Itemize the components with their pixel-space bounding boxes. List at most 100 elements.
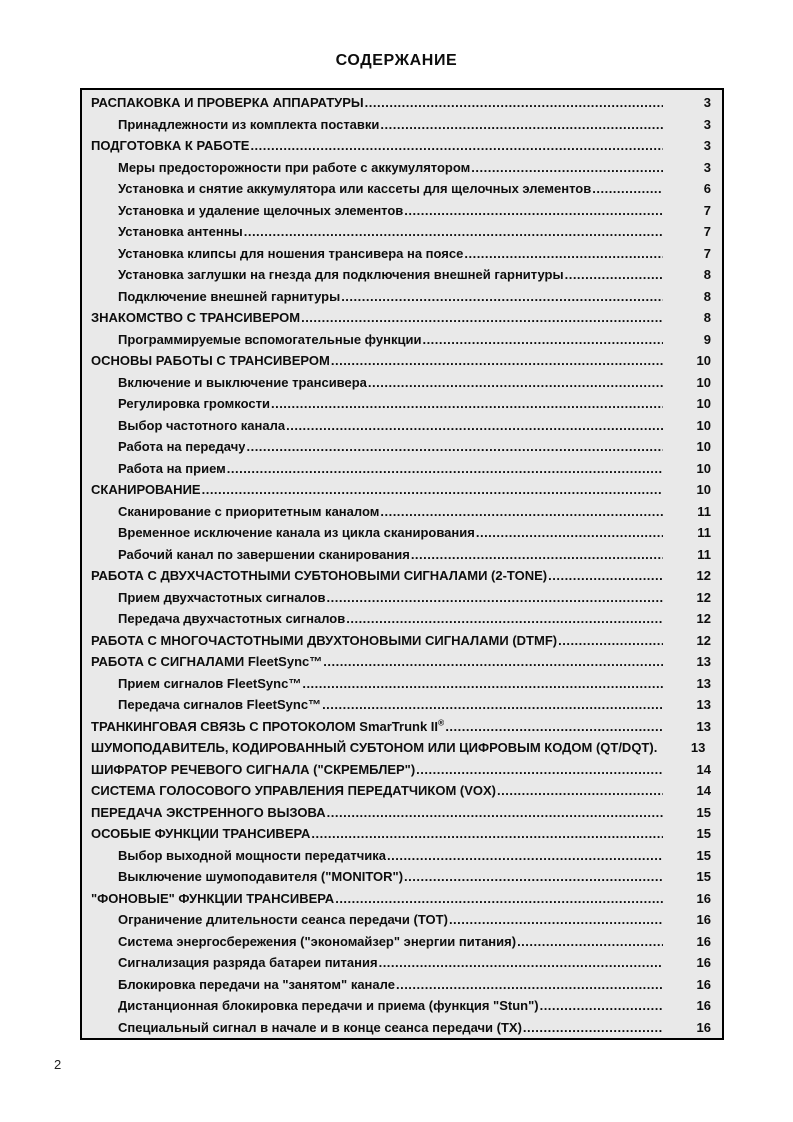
toc-leader-dots: ........................................… — [497, 783, 663, 798]
toc-entry: Меры предосторожности при работе с аккум… — [91, 160, 711, 182]
toc-entry-label: ОСОБЫЕ ФУНКЦИИ ТРАНСИВЕРА — [91, 826, 311, 841]
toc-leader-dots: ........................................… — [380, 116, 663, 132]
toc-entry: Установка заглушки на гнезда для подключ… — [91, 267, 711, 289]
toc-entry: Система энергосбережения ("экономайзер" … — [91, 934, 711, 956]
toc-entry: Принадлежности из комплекта поставки....… — [91, 117, 711, 139]
toc-entry-page: 7 — [703, 245, 711, 261]
toc-leader-dots: ........................................… — [471, 159, 663, 175]
toc-entry: РАБОТА С ДВУХЧАСТОТНЫМИ СУБТОНОВЫМИ СИГН… — [91, 568, 711, 590]
toc-entry-label: СИСТЕМА ГОЛОСОВОГО УПРАВЛЕНИЯ ПЕРЕДАТЧИК… — [91, 783, 496, 798]
toc-leader-dots: ........................................… — [201, 482, 663, 497]
toc-leader-dots: ........................................… — [346, 611, 663, 626]
toc-entry-page: 11 — [697, 503, 711, 519]
toc-leader-dots: ........................................… — [270, 396, 663, 411]
toc-entry-label: Выбор выходной мощности передатчика — [118, 847, 386, 863]
toc-entry: Сканирование с приоритетным каналом.....… — [91, 504, 711, 526]
toc-leader-dots: ........................................… — [226, 460, 663, 476]
toc-entry: Установка и снятие аккумулятора или касс… — [91, 181, 711, 203]
footer-page-number: 2 — [54, 1057, 62, 1072]
toc-entry-page: 15 — [696, 826, 711, 841]
toc-leader-dots: ........................................… — [302, 675, 663, 691]
toc-leader-dots: ........................................… — [564, 267, 663, 282]
toc-leader-dots: ........................................… — [326, 804, 663, 820]
toc-leader-dots: ........................................… — [422, 331, 663, 347]
toc-entry-label: РАСПАКОВКА И ПРОВЕРКА АППАРАТУРЫ — [91, 95, 364, 110]
toc-entry: СКАНИРОВАНИЕ............................… — [91, 482, 711, 504]
toc-entry: Прием сигналов FleetSync™...............… — [91, 676, 711, 698]
toc-leader-dots: ........................................… — [286, 417, 663, 433]
toc-entry: Работа на прием.........................… — [91, 461, 711, 483]
toc-leader-dots: ........................................… — [387, 847, 663, 863]
toc-list: РАСПАКОВКА И ПРОВЕРКА АППАРАТУРЫ........… — [91, 95, 711, 1039]
toc-entry-page: 13 — [696, 697, 711, 712]
toc-entry-label: Дистанционная блокировка передачи и прие… — [118, 998, 539, 1013]
toc-entry: ПЕРЕДАЧА ЭКСТРЕННОГО ВЫЗОВА.............… — [91, 805, 711, 827]
toc-entry-page: 12 — [696, 568, 711, 583]
toc-entry-label: Рабочий канал по завершении сканирования — [118, 546, 410, 562]
toc-leader-dots: ........................................… — [475, 525, 663, 540]
toc-entry: Установка и удаление щелочных элементов.… — [91, 203, 711, 225]
toc-entry-label: ТРАНКИНГОВАЯ СВЯЗЬ С ПРОТОКОЛОМ SmarTrun… — [91, 718, 445, 734]
toc-entry-page: 8 — [703, 267, 711, 282]
toc-entry: Специальный сигнал в начале и в конце се… — [91, 1019, 711, 1039]
toc-entry: РАБОТА С СИГНАЛАМИ FleetSync™...........… — [91, 654, 711, 676]
toc-entry-page: 12 — [696, 589, 711, 605]
toc-entry-label: Сигнализация разряда батареи питания — [118, 955, 378, 970]
toc-leader-dots: ........................................… — [367, 374, 663, 390]
toc-leader-dots: ........................................… — [522, 1019, 663, 1035]
toc-entry-label: Выбор частотного канала — [118, 417, 286, 433]
toc-entry-page: 7 — [703, 202, 711, 218]
toc-entry-label: РАБОТА С СИГНАЛАМИ FleetSync™ — [91, 654, 323, 669]
toc-entry: Ограничение длительности сеанса передачи… — [91, 912, 711, 934]
page-title: СОДЕРЖАНИЕ — [335, 52, 458, 69]
toc-entry: Подключение внешней гарнитуры...........… — [91, 289, 711, 311]
toc-entry-label: Сканирование с приоритетным каналом — [118, 503, 380, 519]
toc-leader-dots: ........................................… — [378, 955, 663, 970]
toc-entry-page: 6 — [703, 181, 711, 196]
toc-entry: Включение и выключение трансивера.......… — [91, 375, 711, 397]
toc-entry: ОСОБЫЕ ФУНКЦИИ ТРАНСИВЕРА...............… — [91, 826, 711, 848]
toc-entry-page: 7 — [703, 224, 711, 239]
toc-entry-page: 10 — [696, 374, 711, 390]
toc-box: РАСПАКОВКА И ПРОВЕРКА АППАРАТУРЫ........… — [80, 88, 724, 1040]
toc-entry-page: 13 — [696, 654, 711, 669]
toc-entry-page: 15 — [696, 869, 711, 884]
toc-entry-page: 10 — [696, 417, 711, 433]
toc-entry-label: Установка и снятие аккумулятора или касс… — [118, 181, 592, 196]
toc-entry-page: 10 — [696, 439, 711, 454]
toc-entry-page: 3 — [703, 116, 711, 132]
toc-entry-label: Установка заглушки на гнезда для подключ… — [118, 267, 564, 282]
toc-entry: Передача двухчастотных сигналов.........… — [91, 611, 711, 633]
toc-entry: Временное исключение канала из цикла ска… — [91, 525, 711, 547]
toc-entry-label: Работа на прием — [118, 460, 226, 476]
toc-entry-page: 3 — [703, 95, 711, 110]
toc-entry-label: Прием сигналов FleetSync™ — [118, 675, 302, 691]
registered-trademark-symbol: ® — [438, 718, 445, 728]
toc-entry-label: Установка антенны — [118, 224, 243, 239]
toc-entry-label: Меры предосторожности при работе с аккум… — [118, 159, 471, 175]
toc-entry-label: ОСНОВЫ РАБОТЫ С ТРАНСИВЕРОМ — [91, 353, 330, 368]
toc-leader-dots: ........................................… — [311, 826, 663, 841]
toc-leader-dots: ........................................… — [410, 546, 663, 562]
toc-leader-dots: ........................................… — [416, 761, 663, 777]
toc-entry-page: 16 — [696, 933, 711, 949]
toc-entry-page: 8 — [703, 310, 711, 325]
toc-entry: Сигнализация разряда батареи питания....… — [91, 955, 711, 977]
toc-leader-dots: ........................................… — [548, 568, 663, 583]
toc-leader-dots: ........................................… — [301, 310, 663, 325]
toc-entry-page: 16 — [696, 1019, 711, 1035]
toc-entry-label: ШУМОПОДАВИТЕЛЬ, КОДИРОВАННЫЙ СУБТОНОМ ИЛ… — [91, 740, 658, 755]
toc-entry-label: ШИФРАТОР РЕЧЕВОГО СИГНАЛА ("СКРЕМБЛЕР") — [91, 761, 416, 777]
toc-entry-label: Установка и удаление щелочных элементов — [118, 202, 404, 218]
toc-leader-dots: ........................................… — [517, 933, 663, 949]
toc-entry-label: Блокировка передачи на "занятом" канале — [118, 976, 395, 992]
toc-entry-page: 16 — [696, 998, 711, 1013]
toc-entry-page: 16 — [696, 976, 711, 992]
toc-entry-page: 10 — [696, 482, 711, 497]
toc-entry-page: 16 — [696, 955, 711, 970]
toc-entry: Программируемые вспомогательные функции.… — [91, 332, 711, 354]
toc-leader-dots: ........................................… — [364, 95, 663, 110]
toc-entry: ТРАНКИНГОВАЯ СВЯЗЬ С ПРОТОКОЛОМ SmarTrun… — [91, 719, 711, 741]
toc-leader-dots: ........................................… — [539, 998, 663, 1013]
toc-entry-page: 14 — [696, 783, 711, 798]
